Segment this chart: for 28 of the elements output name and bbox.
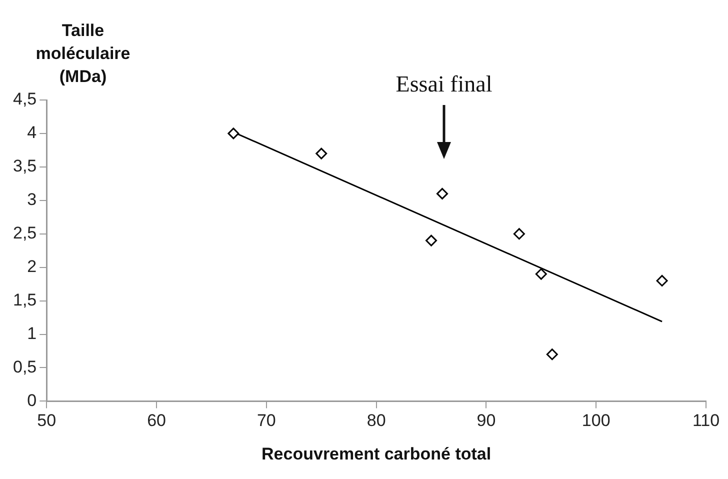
y-tick-label: 4 bbox=[27, 123, 37, 142]
x-tick-label: 110 bbox=[692, 411, 720, 430]
y-axis-title: Taille moléculaire (MDa) bbox=[36, 21, 130, 86]
y-tick-label: 3 bbox=[27, 190, 37, 210]
point bbox=[535, 268, 547, 280]
x-tick-label: 80 bbox=[366, 411, 386, 430]
point bbox=[436, 188, 448, 200]
y-tick-label: 4,5 bbox=[12, 90, 37, 109]
x-tick-label: 60 bbox=[147, 411, 166, 430]
point bbox=[546, 348, 558, 360]
y-tick-label: 3,5 bbox=[12, 156, 37, 176]
y-tick-label: 1,5 bbox=[12, 290, 37, 310]
x-tick-label: 90 bbox=[476, 411, 496, 430]
point bbox=[513, 228, 525, 240]
y-tick-label: 2,5 bbox=[12, 224, 37, 243]
point bbox=[656, 274, 668, 286]
x-tick-label: 70 bbox=[256, 411, 276, 430]
y-tick-label: 0,5 bbox=[12, 357, 37, 376]
text: Essai final bbox=[396, 72, 492, 97]
point bbox=[228, 128, 240, 140]
y-tick-label: 2 bbox=[27, 257, 37, 276]
y-tick-label: 0 bbox=[27, 390, 37, 410]
point bbox=[316, 148, 328, 160]
x-axis-title: Recouvrement carboné total bbox=[262, 444, 492, 464]
y-tick-label: 1 bbox=[27, 324, 37, 343]
x-tick-label: 50 bbox=[37, 411, 56, 430]
point bbox=[426, 234, 438, 246]
x-tick-label: 100 bbox=[582, 411, 610, 430]
